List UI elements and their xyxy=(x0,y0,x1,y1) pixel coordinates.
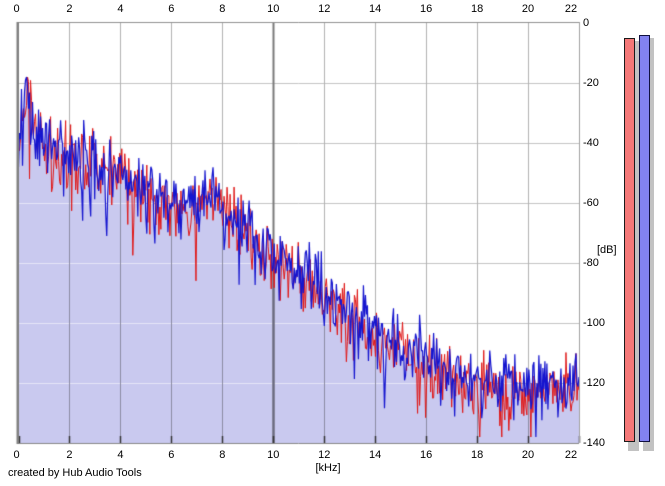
x-tick-label: 4 xyxy=(117,449,124,461)
y-tick-label: -120 xyxy=(583,377,606,389)
x-tick-label: 16 xyxy=(420,449,433,461)
x-tick-label: 6 xyxy=(168,3,175,15)
x-tick-label: 12 xyxy=(318,449,331,461)
x-tick-label: 4 xyxy=(117,3,124,15)
y-tick-label: -40 xyxy=(583,137,599,149)
right-level-meter xyxy=(639,35,650,442)
left-level-meter xyxy=(624,38,635,442)
y-tick-label: -20 xyxy=(583,77,599,89)
credit-text: created by Hub Audio Tools xyxy=(8,467,142,479)
x-tick-label: 0 xyxy=(13,449,20,461)
y-tick-label: 0 xyxy=(583,17,590,29)
x-tick-label: 8 xyxy=(219,3,226,15)
x-tick-label: 14 xyxy=(369,449,382,461)
y-axis-unit-label: [dB] xyxy=(597,244,617,256)
x-tick-label: 18 xyxy=(470,3,484,15)
x-tick-label: 2 xyxy=(66,449,73,461)
x-tick-label: 10 xyxy=(267,449,280,461)
x-tick-label: 22 xyxy=(564,3,578,15)
x-tick-label: 12 xyxy=(318,3,331,15)
x-tick-label: 22 xyxy=(564,449,578,461)
x-axis-unit-label: [kHz] xyxy=(315,462,341,474)
y-tick-label: -100 xyxy=(583,317,606,329)
y-tick-label: -140 xyxy=(583,437,606,449)
x-tick-label: 14 xyxy=(369,3,382,15)
x-tick-label: 8 xyxy=(219,449,226,461)
y-tick-label: -80 xyxy=(583,257,599,269)
x-tick-label: 2 xyxy=(66,3,73,15)
x-tick-label: 18 xyxy=(470,449,484,461)
x-tick-label: 6 xyxy=(168,449,175,461)
x-tick-label: 20 xyxy=(521,449,535,461)
x-tick-label: 10 xyxy=(267,3,280,15)
x-tick-label: 20 xyxy=(521,3,535,15)
x-tick-label: 16 xyxy=(420,3,433,15)
x-tick-label: 0 xyxy=(13,3,20,15)
y-tick-label: -60 xyxy=(583,197,599,209)
